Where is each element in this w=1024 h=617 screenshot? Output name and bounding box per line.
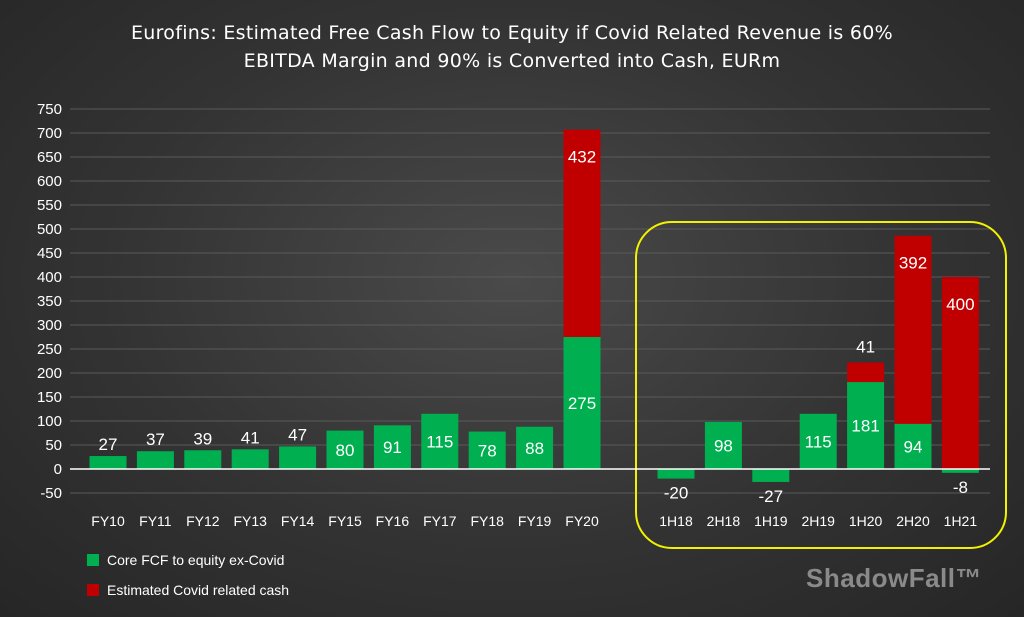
y-tick-label: 200 (37, 365, 62, 382)
bar-core-fcf (704, 421, 742, 469)
data-label-core-fcf: 80 (336, 441, 355, 460)
bar-core-fcf (468, 431, 506, 469)
x-tick-label: FY14 (281, 513, 315, 529)
data-label-core-fcf: 115 (426, 432, 453, 451)
x-tick-label: FY11 (139, 513, 172, 529)
x-tick-label: FY10 (91, 513, 125, 529)
y-tick-label: 600 (37, 173, 62, 190)
legend-item-core-fcf: Core FCF to equity ex-Covid (87, 552, 284, 568)
data-label-covid-cash: 392 (899, 254, 927, 273)
y-tick-label: 300 (37, 317, 62, 334)
data-label-core-fcf: -20 (664, 484, 689, 503)
bar-core-fcf (799, 413, 837, 469)
chart-title: Eurofins: Estimated Free Cash Flow to Eq… (130, 22, 894, 44)
bar-core-fcf (231, 449, 269, 469)
y-tick-label: 100 (37, 413, 62, 430)
data-label-core-fcf: 275 (568, 394, 596, 413)
bar-core-fcf (516, 426, 554, 469)
x-tick-label: FY18 (470, 513, 504, 529)
data-label-core-fcf: 78 (478, 441, 497, 460)
data-label-core-fcf: 94 (904, 437, 923, 456)
y-tick-label: 500 (37, 221, 62, 238)
bar-core-fcf (326, 430, 364, 469)
bar-core-fcf (563, 337, 601, 469)
chart-subtitle: EBITDA Margin and 90% is Converted into … (243, 50, 781, 72)
data-label-core-fcf: 181 (851, 417, 879, 436)
x-tick-label: 1H21 (944, 513, 978, 529)
data-label-core-fcf: 27 (99, 435, 118, 454)
x-tick-label: 1H18 (659, 513, 693, 529)
y-tick-label: -50 (40, 485, 62, 502)
bar-covid-cash (847, 362, 885, 384)
x-tick-label: 2H19 (801, 513, 835, 529)
bar-core-fcf (421, 413, 459, 469)
y-tick-label: 700 (37, 125, 62, 142)
highlight-box (635, 221, 1007, 549)
y-tick-label: 0 (54, 461, 62, 478)
bar-core-fcf (89, 456, 127, 469)
bar-core-fcf (184, 450, 222, 469)
bar-covid-cash (563, 129, 601, 338)
data-label-covid-cash: 400 (946, 295, 974, 314)
x-tick-label: FY13 (233, 513, 267, 529)
y-tick-label: 150 (37, 389, 62, 406)
data-label-core-fcf: 115 (805, 432, 832, 451)
bar-core-fcf (941, 469, 979, 473)
data-label-core-fcf: 98 (714, 436, 733, 455)
y-tick-label: 350 (37, 293, 62, 310)
x-tick-label: 2H20 (896, 513, 930, 529)
legend-swatch-green (87, 554, 99, 566)
data-label-core-fcf: -27 (759, 487, 784, 506)
data-label-core-fcf: -8 (953, 478, 968, 497)
x-tick-label: 2H18 (707, 513, 741, 529)
y-tick-label: 450 (37, 245, 62, 262)
data-label-core-fcf: 41 (241, 428, 260, 447)
legend-swatch-red (87, 584, 99, 596)
data-label-core-fcf: 88 (525, 439, 544, 458)
data-label-covid-cash: 432 (568, 148, 596, 167)
x-tick-label: FY12 (186, 513, 220, 529)
bar-core-fcf (136, 451, 174, 469)
y-tick-label: 750 (37, 101, 62, 118)
bar-core-fcf (279, 446, 317, 469)
data-label-covid-cash: 41 (856, 337, 875, 356)
x-tick-label: 1H20 (849, 513, 883, 529)
watermark-logo: ShadowFall™ (806, 563, 982, 593)
x-tick-label: FY17 (423, 513, 457, 529)
x-tick-label: FY15 (328, 513, 362, 529)
y-tick-label: 250 (37, 341, 62, 358)
bar-core-fcf (657, 469, 695, 479)
y-tick-label: 50 (45, 437, 62, 454)
legend-item-covid-cash: Estimated Covid related cash (87, 582, 289, 598)
bar-core-fcf (894, 423, 932, 469)
x-tick-label: FY19 (518, 513, 552, 529)
x-tick-label: 1H19 (754, 513, 788, 529)
legend-label: Core FCF to equity ex-Covid (107, 552, 285, 568)
data-label-core-fcf: 47 (288, 425, 307, 444)
bar-core-fcf (752, 469, 790, 482)
legend-label: Estimated Covid related cash (107, 582, 290, 598)
data-label-core-fcf: 39 (193, 429, 212, 448)
bar-covid-cash (941, 277, 979, 470)
bar-core-fcf (847, 382, 885, 469)
y-tick-label: 650 (37, 149, 62, 166)
y-tick-label: 550 (37, 197, 62, 214)
x-tick-label: FY20 (565, 513, 599, 529)
data-label-core-fcf: 91 (383, 438, 402, 457)
data-label-core-fcf: 37 (146, 430, 165, 449)
y-tick-label: 400 (37, 269, 62, 286)
x-tick-label: FY16 (376, 513, 410, 529)
bar-core-fcf (373, 425, 411, 469)
bar-covid-cash (894, 235, 932, 425)
